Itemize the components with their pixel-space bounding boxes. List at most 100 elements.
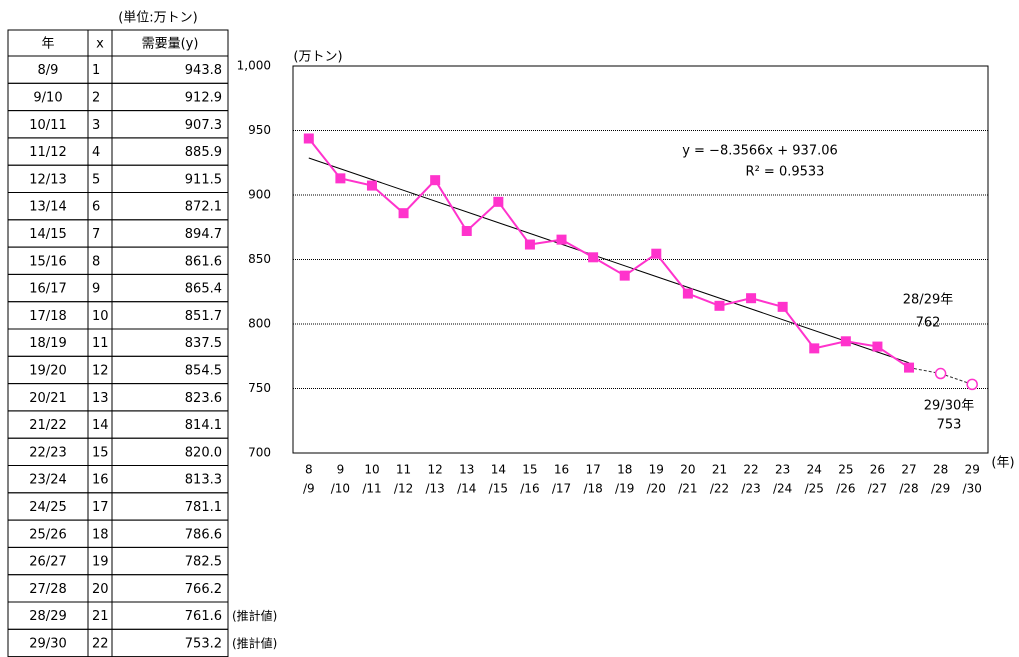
table-year: 26/27 — [29, 555, 66, 570]
x-tick-label: /18 — [583, 482, 602, 496]
table-x: 10 — [92, 309, 109, 324]
x-tick-label: 14 — [491, 463, 506, 477]
x-tick-label: 8 — [305, 463, 313, 477]
x-tick-label: /15 — [489, 482, 508, 496]
table-x: 7 — [92, 227, 100, 242]
table-x: 1 — [92, 63, 100, 78]
x-tick-label: /17 — [552, 482, 571, 496]
table-year: 11/12 — [29, 145, 66, 160]
table-year: 23/24 — [29, 473, 66, 488]
table-header: 年 — [41, 37, 54, 52]
data-point — [904, 362, 915, 373]
x-tick-label: 17 — [585, 463, 600, 477]
table-x: 17 — [92, 500, 109, 515]
x-tick-label: /27 — [868, 482, 887, 496]
table-year: 21/22 — [29, 418, 66, 433]
table-x: 12 — [92, 363, 109, 378]
table-x: 13 — [92, 391, 109, 406]
table-year: 12/13 — [29, 172, 66, 187]
data-point — [840, 336, 851, 347]
data-point — [651, 248, 662, 259]
table-x: 22 — [92, 636, 109, 651]
table-x: 16 — [92, 473, 109, 488]
annotation: 762 — [916, 316, 941, 331]
table-year: 9/10 — [33, 90, 62, 105]
x-tick-label: 11 — [396, 463, 411, 477]
table-year: 16/17 — [29, 282, 66, 297]
table-year: 17/18 — [29, 309, 66, 324]
data-point — [714, 300, 725, 311]
x-axis-label: (年) — [991, 456, 1014, 471]
x-tick-label: 22 — [743, 463, 758, 477]
table-year: 25/26 — [29, 527, 66, 542]
y-tick-label: 850 — [248, 252, 271, 266]
x-tick-label: 15 — [522, 463, 537, 477]
x-tick-label: /30 — [963, 482, 982, 496]
table-value: 912.9 — [185, 90, 222, 105]
data-point — [335, 173, 346, 184]
annotation: 753 — [937, 418, 962, 433]
table-x: 5 — [92, 172, 100, 187]
data-point — [682, 288, 693, 299]
y-tick-label: 900 — [248, 188, 271, 202]
table-value: 786.6 — [185, 527, 222, 542]
plot-border — [292, 65, 989, 454]
table-header: 需要量(y) — [142, 37, 199, 52]
table-x: 3 — [92, 118, 100, 133]
data-point — [777, 301, 788, 312]
x-tick-label: /23 — [741, 482, 760, 496]
table-year: 18/19 — [29, 336, 66, 351]
table-x: 11 — [92, 336, 109, 351]
data-point — [398, 208, 409, 219]
table-value: 854.5 — [185, 363, 222, 378]
table-value: 861.6 — [185, 254, 222, 269]
x-tick-label: 21 — [712, 463, 727, 477]
y-tick-label: 800 — [248, 317, 271, 331]
data-point — [872, 341, 883, 352]
table-value: 907.3 — [185, 118, 222, 133]
table-note: (推計値) — [232, 608, 277, 623]
table-year: 29/30 — [29, 636, 66, 651]
x-tick-label: 25 — [838, 463, 853, 477]
data-point — [303, 133, 314, 144]
table-year: 27/28 — [29, 582, 66, 597]
table-value: 814.1 — [185, 418, 222, 433]
x-tick-label: /21 — [678, 482, 697, 496]
x-tick-label: 23 — [775, 463, 790, 477]
table-value: 761.6 — [185, 609, 222, 624]
x-tick-label: /22 — [710, 482, 729, 496]
x-tick-label: /9 — [303, 482, 315, 496]
x-tick-label: /24 — [773, 482, 792, 496]
table-value: 943.8 — [185, 63, 222, 78]
x-tick-label: 13 — [459, 463, 474, 477]
data-point — [966, 378, 978, 391]
y-tick-label: 700 — [248, 446, 271, 460]
x-tick-label: 28 — [933, 463, 948, 477]
trend-r2: R² = 0.9533 — [746, 165, 825, 180]
table-x: 15 — [92, 445, 109, 460]
x-tick-label: 20 — [680, 463, 695, 477]
unit-label: (単位:万トン) — [118, 10, 198, 26]
table-x: 2 — [92, 90, 100, 105]
table-year: 8/9 — [38, 63, 59, 78]
table-x: 18 — [92, 527, 109, 542]
data-point — [588, 252, 599, 263]
x-tick-label: /16 — [520, 482, 539, 496]
table-value: 823.6 — [185, 391, 222, 406]
x-tick-label: 24 — [807, 463, 822, 477]
table-x: 6 — [92, 200, 100, 215]
x-tick-label: 19 — [649, 463, 664, 477]
y-tick-label: 1,000 — [237, 59, 271, 73]
table-year: 10/11 — [29, 118, 66, 133]
table-x: 8 — [92, 254, 100, 269]
table-year: 14/15 — [29, 227, 66, 242]
x-tick-label: /11 — [362, 482, 381, 496]
table-year: 22/23 — [29, 445, 66, 460]
data-point — [524, 239, 535, 250]
x-tick-label: 12 — [428, 463, 443, 477]
x-tick-label: /29 — [931, 482, 950, 496]
table-year: 13/14 — [29, 200, 66, 215]
table-value: 894.7 — [185, 227, 222, 242]
y-axis-label: (万トン) — [293, 50, 342, 65]
